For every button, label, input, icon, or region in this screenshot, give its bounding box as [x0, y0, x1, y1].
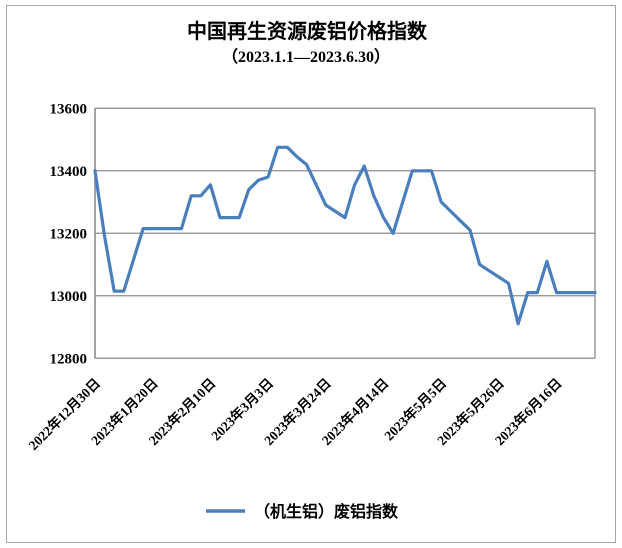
- legend-label: （机生铝）废铝指数: [254, 502, 399, 521]
- chart-outer-border: [6, 5, 616, 543]
- y-axis-tick-label: 13000: [50, 289, 88, 305]
- y-axis-tick-label: 13400: [50, 164, 88, 180]
- y-axis-tick-labels: 12800 13000 13200 13400 13600: [50, 101, 88, 367]
- chart-subtitle: （2023.1.1—2023.6.30）: [222, 48, 390, 66]
- x-axis-tick-labels: 2022年12月30日2023年1月20日2023年2月10日2023年3月3日…: [25, 375, 565, 453]
- price-line-series: [93, 145, 597, 326]
- y-axis-tick-label: 13600: [50, 101, 88, 117]
- y-axis-tick-label: 12800: [50, 351, 88, 367]
- plot-area-borders: [94, 108, 596, 359]
- y-axis-tick-label: 13200: [50, 226, 88, 242]
- chart-title: 中国再生资源废铝价格指数: [187, 19, 428, 43]
- legend: （机生铝）废铝指数: [206, 502, 399, 521]
